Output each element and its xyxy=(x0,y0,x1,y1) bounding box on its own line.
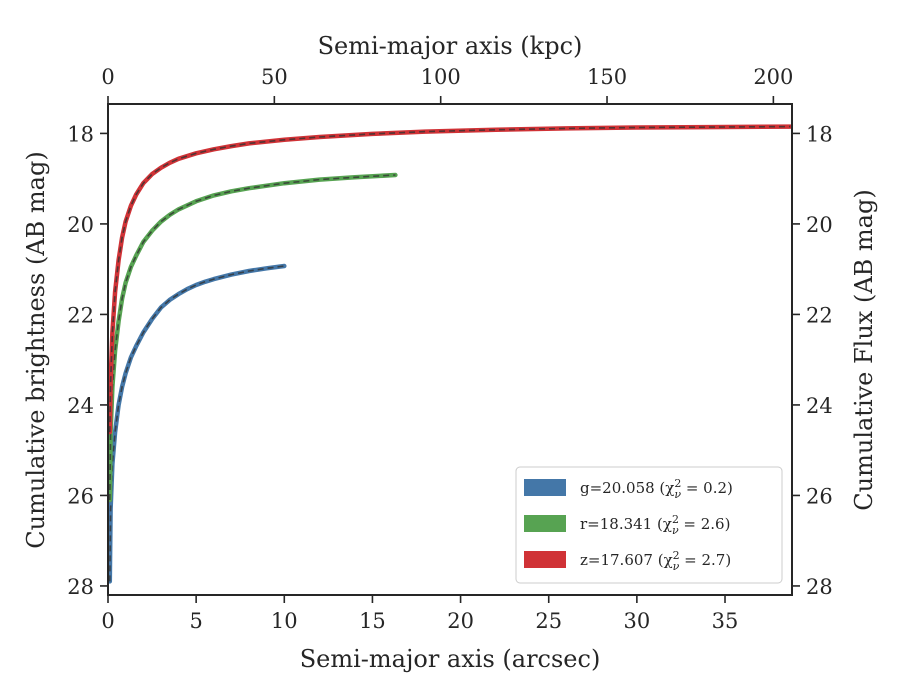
x-tick-label: 20 xyxy=(447,609,474,633)
model-line-g xyxy=(109,265,285,582)
right-y-tick-label: 28 xyxy=(806,575,833,599)
model-line-z xyxy=(109,125,791,433)
legend-swatch-1 xyxy=(524,515,566,532)
legend-box xyxy=(515,466,783,584)
plot-frame xyxy=(107,103,793,596)
legend-label-2: z=17.607 (χ2 ν = 2.7) xyxy=(580,549,731,573)
x-axis-title: Semi-major axis (arcsec) xyxy=(300,645,601,673)
right-y-tick-label: 24 xyxy=(806,394,833,418)
x-tick-label: 30 xyxy=(623,609,650,633)
series-layer xyxy=(107,124,793,584)
series-line-g xyxy=(107,263,287,584)
x-tick-label: 25 xyxy=(535,609,562,633)
right-y-tick-label: 22 xyxy=(806,303,833,327)
top-x-tick-label: 150 xyxy=(587,65,627,89)
model-line-r xyxy=(109,174,396,501)
x-tick-label: 0 xyxy=(101,609,114,633)
legend-label-1: r=18.341 (χ2 ν = 2.6) xyxy=(580,513,730,537)
top-x-tick-label: 100 xyxy=(421,65,461,89)
y-tick-label: 18 xyxy=(67,122,94,146)
top-x-tick-label: 0 xyxy=(101,65,114,89)
y-tick-label: 24 xyxy=(67,394,94,418)
ticks-layer: 0 5 10 15 20 25 30 35 0 50 100 150 200 18 18 20 20 22 22 24… xyxy=(67,65,832,633)
y-tick-label: 22 xyxy=(67,303,94,327)
series-line-r xyxy=(107,172,398,503)
y-tick-label: 28 xyxy=(67,575,94,599)
top-x-tick-label: 50 xyxy=(261,65,288,89)
x-tick-label: 15 xyxy=(359,609,386,633)
legend-entries: g=20.058 (χ2 ν = 0.2) r=18.341 (χ2 ν = 2.6)… xyxy=(524,477,733,573)
x-tick-label: 5 xyxy=(189,609,202,633)
y-tick-label: 26 xyxy=(67,484,94,508)
legend-swatch-2 xyxy=(524,551,566,568)
legend: g=20.058 (χ2 ν = 0.2) r=18.341 (χ2 ν = 2.6)… xyxy=(515,466,783,584)
right-y-tick-label: 18 xyxy=(806,122,833,146)
x-tick-label: 10 xyxy=(271,609,298,633)
y-axis-title: Cumulative brightness (AB mag) xyxy=(22,151,50,548)
y-tick-label: 20 xyxy=(67,213,94,237)
right-y-axis-title: Cumulative Flux (AB mag) xyxy=(850,189,878,510)
top-x-tick-label: 200 xyxy=(753,65,793,89)
legend-label-0: g=20.058 (χ2 ν = 0.2) xyxy=(580,477,733,501)
right-y-tick-label: 26 xyxy=(806,484,833,508)
top-x-axis-title: Semi-major axis (kpc) xyxy=(318,32,583,60)
legend-swatch-0 xyxy=(524,479,566,496)
right-y-tick-label: 20 xyxy=(806,213,833,237)
x-tick-label: 35 xyxy=(712,609,739,633)
